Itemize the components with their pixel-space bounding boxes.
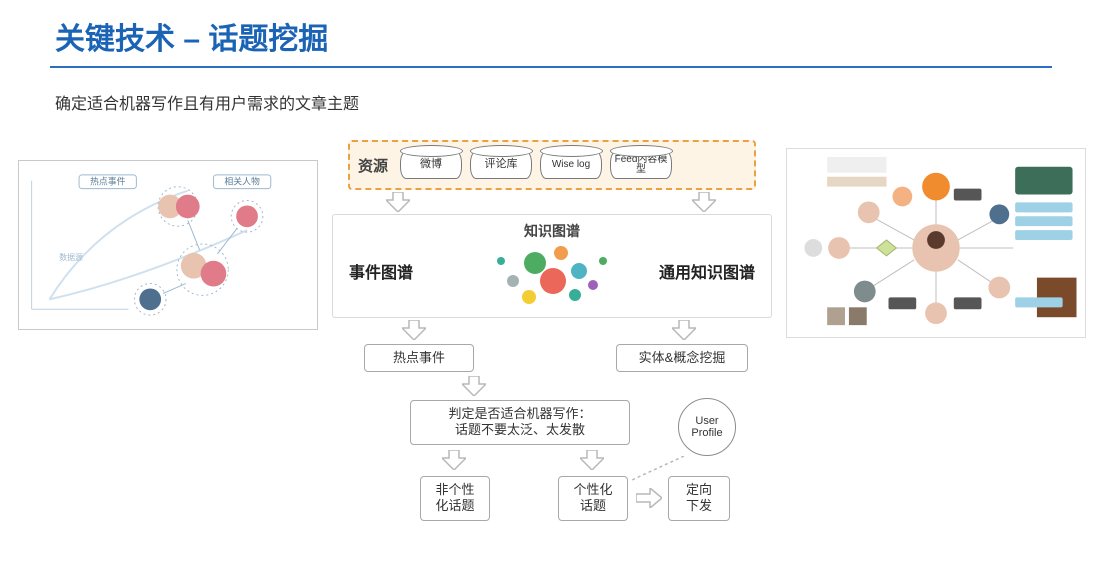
kg-title: 知识图谱: [524, 221, 580, 241]
page-subtitle: 确定适合机器写作且有用户需求的文章主题: [55, 90, 359, 114]
avatar-group: [158, 187, 200, 227]
judge-box: 判定是否适合机器写作： 话题不要太泛、太发散: [410, 400, 630, 445]
down-arrow-icon: [386, 192, 410, 212]
personal-box: 个性化 话题: [558, 476, 628, 521]
svg-text:数据源: 数据源: [59, 252, 83, 262]
down-arrow-icon: [692, 192, 716, 212]
entity-mining-box: 实体&概念挖掘: [616, 344, 748, 372]
right-illustration-svg: [787, 149, 1085, 337]
left-illustration-svg: 热点事件 相关人物 数据源: [19, 161, 317, 329]
down-arrow-icon: [402, 320, 426, 340]
title-rule: [50, 66, 1052, 68]
kg-bubbles-svg: [483, 241, 623, 313]
kg-left-label: 事件图谱: [349, 259, 413, 283]
left-tag-0: 热点事件: [90, 176, 126, 187]
resource-cyl-1: 评论库: [470, 151, 532, 179]
resource-item: Wise log: [540, 151, 602, 179]
resource-item: 微博: [400, 151, 462, 179]
user-profile-node: User Profile: [678, 398, 736, 456]
resources-box: 资源 微博 评论库 Wise log Feed内容模型: [348, 140, 756, 190]
resource-item: Feed内容模型: [610, 151, 672, 179]
nonpersonal-box: 非个性 化话题: [420, 476, 490, 521]
resources-label: 资源: [358, 155, 392, 176]
down-arrow-icon: [462, 376, 486, 396]
resource-cyl-2: Wise log: [540, 151, 602, 179]
down-arrow-icon: [442, 450, 466, 470]
resource-cyl-0: 微博: [400, 151, 462, 179]
left-illustration-panel: 热点事件 相关人物 数据源: [18, 160, 318, 330]
kg-right-label: 通用知识图谱: [659, 259, 755, 283]
right-arrow-icon: [636, 488, 662, 508]
down-arrow-icon: [672, 320, 696, 340]
center-flow: 资源 微博 评论库 Wise log Feed内容模型 知识图谱 事件图谱 通用…: [332, 140, 772, 570]
down-arrow-icon: [580, 450, 604, 470]
left-tag-1: 相关人物: [224, 176, 260, 187]
resource-item: 评论库: [470, 151, 532, 179]
dispatch-box: 定向 下发: [668, 476, 730, 521]
resource-cyl-3: Feed内容模型: [610, 151, 672, 179]
hot-events-box: 热点事件: [364, 344, 474, 372]
page-title: 关键技术 – 话题挖掘: [55, 14, 328, 58]
dashed-connector: [628, 456, 688, 482]
right-illustration-panel: [786, 148, 1086, 338]
knowledge-graph-row: 知识图谱 事件图谱 通用知识图谱: [332, 214, 772, 318]
